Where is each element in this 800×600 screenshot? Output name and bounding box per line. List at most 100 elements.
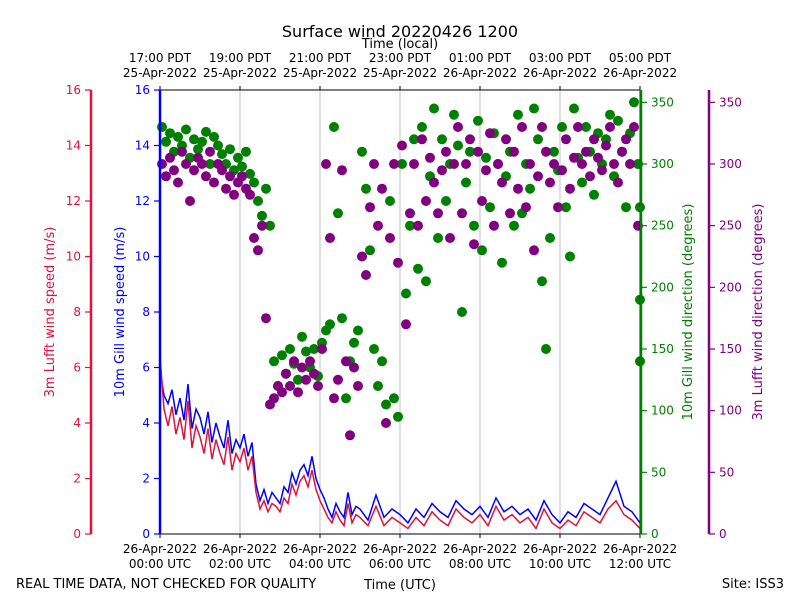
series-3-point-23: [249, 233, 259, 243]
series-3-point-2: [165, 152, 175, 163]
series-3-point-66: [421, 196, 431, 206]
series-2-point-73: [449, 109, 459, 120]
series-2-point-108: [589, 189, 599, 200]
series-2-point-57: [385, 196, 395, 206]
series-3-point-11: [201, 171, 211, 182]
series-3-point-34: [293, 387, 303, 398]
x-tick-label-time-3: 06:00 UTC: [369, 557, 431, 571]
gill-speed-axis-tick-label-7: 14: [135, 139, 150, 153]
lufft-dir-axis-tick-label-1: 50: [719, 465, 734, 479]
series-2-point-21: [241, 146, 251, 157]
series-2-point-44: [333, 208, 343, 219]
x-tick-label-date-0: 26-Apr-2022: [123, 542, 197, 556]
series-2-point-14: [213, 140, 223, 151]
series-3-point-8: [189, 165, 199, 176]
series-2-point-20: [237, 161, 247, 172]
series-2-point-65: [417, 122, 427, 132]
x-tick-label-time-0: 00:00 UTC: [129, 557, 191, 571]
series-2-point-106: [581, 122, 591, 132]
lufft-speed-axis-tick-label-8: 16: [66, 83, 81, 97]
lufft-speed-axis-tick-label-1: 2: [73, 472, 81, 486]
series-2-point-68: [429, 103, 439, 114]
series-2-point-61: [401, 288, 411, 299]
series-3-point-20: [237, 171, 247, 182]
series-3-point-71: [441, 146, 451, 157]
series-3-point-12: [205, 146, 215, 157]
lufft-dir-axis-tick-label-7: 350: [719, 95, 742, 109]
series-3-point-77: [465, 134, 475, 145]
series-3-point-50: [357, 251, 367, 262]
series-3-point-10: [197, 159, 207, 169]
series-2-point-101: [561, 202, 571, 213]
lufft-speed-axis-tick-label-7: 14: [66, 139, 81, 153]
series-2-point-32: [285, 344, 295, 354]
gill-dir-axis-label: 10m Gill wind direction (degrees): [681, 204, 696, 421]
series-3-point-60: [397, 140, 407, 151]
series-3-point-87: [505, 208, 515, 219]
series-3-point-111: [601, 140, 611, 151]
series-3-point-7: [185, 196, 195, 206]
series-3-point-89: [513, 183, 523, 194]
series-3-point-56: [381, 418, 391, 428]
series-2-point-63: [409, 134, 419, 145]
series-3-point-4: [173, 177, 183, 188]
series-2-point-75: [457, 307, 467, 317]
series-2-point-56: [381, 399, 391, 410]
series-2-point-15: [217, 149, 227, 160]
series-2-point-92: [525, 183, 535, 194]
series-3-point-26: [261, 313, 271, 324]
series-3-point-74: [453, 122, 463, 132]
series-2-point-50: [357, 146, 367, 157]
series-3-point-38: [309, 368, 319, 379]
series-3-point-51: [361, 270, 371, 280]
series-3-point-46: [341, 356, 351, 367]
series-2-point-27: [265, 220, 275, 231]
series-3-point-117: [625, 159, 635, 169]
series-3-point-70: [437, 165, 447, 176]
series-3-point-42: [325, 233, 335, 243]
series-2-point-62: [405, 220, 415, 231]
series-2-point-89: [513, 109, 523, 120]
series-2-point-22: [245, 168, 255, 179]
series-2-point-53: [369, 344, 379, 354]
series-2-point-77: [465, 146, 475, 157]
series-3-point-99: [553, 202, 563, 213]
series-2-point-11: [201, 126, 211, 137]
lufft-speed-axis-tick-label-3: 6: [73, 361, 81, 375]
series-line-0: [159, 370, 641, 525]
lufft-speed-axis-tick-label-2: 4: [73, 416, 81, 430]
series-3-point-61: [401, 319, 411, 330]
series-2-point-43: [329, 122, 339, 132]
x-tick-label-time-1: 02:00 UTC: [209, 557, 271, 571]
series-2-point-38: [309, 344, 319, 354]
series-2-point-35: [297, 331, 307, 342]
x-tick-label-date-4: 26-Apr-2022: [443, 542, 517, 556]
x-tick-label-time-6: 12:00 UTC: [609, 557, 671, 571]
series-3-point-63: [409, 159, 419, 169]
series-3-point-94: [533, 171, 543, 182]
series-2-point-93: [529, 103, 539, 114]
lufft-dir-axis-tick-label-4: 200: [719, 280, 742, 294]
x-tick-label-time-4: 08:00 UTC: [449, 557, 511, 571]
series-3-point-48: [349, 362, 359, 373]
series-2-point-74: [453, 140, 463, 151]
series-2-point-58: [389, 393, 399, 404]
series-3-point-44: [333, 374, 343, 385]
series-2-point-9: [193, 144, 203, 155]
series-3-point-110: [597, 165, 607, 176]
series-2-point-76: [461, 177, 471, 188]
series-3-point-6: [181, 159, 191, 169]
series-2-point-81: [481, 152, 491, 163]
series-3-point-18: [229, 189, 239, 200]
series-2-point-95: [537, 276, 547, 287]
series-2-point-36: [301, 346, 311, 357]
series-2-point-19: [233, 152, 243, 163]
x-tick-label-date-1: 26-Apr-2022: [203, 542, 277, 556]
series-2-point-94: [533, 134, 543, 145]
series-2-point-6: [181, 124, 191, 135]
series-2-point-96: [541, 344, 551, 354]
series-2-point-34: [293, 374, 303, 385]
series-2-point-8: [189, 134, 199, 145]
series-3-point-76: [461, 159, 471, 169]
series-3-point-3: [169, 165, 179, 176]
